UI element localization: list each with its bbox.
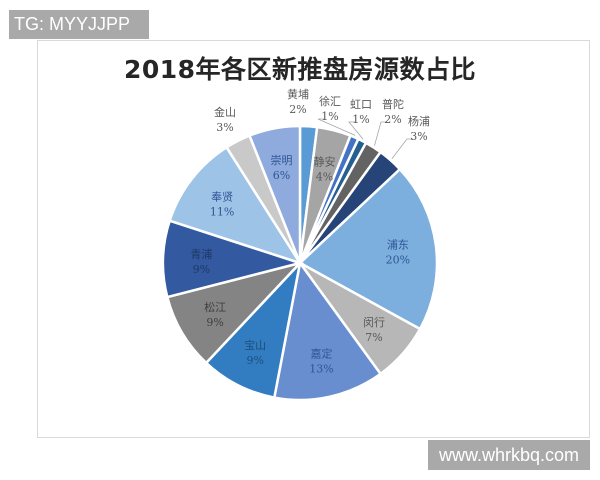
leader-lines (317, 118, 413, 159)
pie-slice (168, 145, 303, 266)
slice-percent-label: 9% (193, 263, 210, 276)
slice-category-label: 奉贤 (211, 190, 233, 204)
watermark-top-left: TG: MYYJJPP (9, 10, 149, 39)
slice-category-label: 青浦 (190, 248, 212, 261)
leader-line (374, 121, 387, 146)
slice-category-label: 崇明 (271, 154, 293, 167)
slice-category-label: 徐汇 (319, 94, 341, 108)
slice-category-label: 普陀 (382, 97, 404, 111)
slice-category-label: 宝山 (244, 338, 266, 352)
leader-line (348, 121, 364, 140)
chart-title: 2018年各区新推盘房源数占比 (123, 55, 477, 84)
slice-percent-label: 4% (316, 171, 333, 184)
slice-category-label: 金山 (214, 105, 236, 119)
slice-category-label: 浦东 (387, 239, 409, 252)
slice-percent-label: 2% (384, 113, 401, 126)
pie-slice (297, 167, 439, 331)
leader-line (317, 118, 356, 136)
slice-percent-label: 1% (352, 113, 369, 126)
pie-slice (272, 259, 383, 402)
slice-percent-label: 1% (321, 110, 338, 123)
slice-category-label: 嘉定 (311, 346, 333, 360)
slice-category-label: 闵行 (363, 315, 385, 329)
pie-slice (247, 124, 302, 264)
slice-percent-label: 6% (273, 169, 290, 182)
slice-category-label: 虹口 (350, 98, 372, 111)
slice-percent-label: 3% (410, 130, 427, 143)
slice-percent-label: 20% (386, 254, 410, 267)
slice-percent-label: 11% (210, 206, 234, 219)
slice-percent-label: 9% (246, 354, 263, 367)
slice-category-label: 静安 (314, 155, 336, 169)
slice-percent-label: 2% (289, 103, 306, 116)
slice-category-label: 松江 (204, 300, 226, 314)
data-labels: 黄埔 2% 静安 4% 徐汇 1% 虹口 1% 普陀 2% 杨浦 3% 浦东 20% 闵行 7% 嘉定 13% 宝山… (190, 87, 430, 375)
slice-category-label: 杨浦 (408, 114, 430, 128)
slice-percent-label: 9% (206, 316, 223, 329)
slice-percent-label: 7% (365, 331, 382, 344)
slice-percent-label: 3% (216, 121, 233, 134)
watermark-bottom-right: www.whrkbq.com (428, 440, 590, 470)
pie-slices (161, 124, 439, 402)
leader-line (391, 138, 413, 159)
slice-category-label: 黄埔 (287, 87, 309, 101)
slice-percent-label: 13% (309, 362, 333, 375)
